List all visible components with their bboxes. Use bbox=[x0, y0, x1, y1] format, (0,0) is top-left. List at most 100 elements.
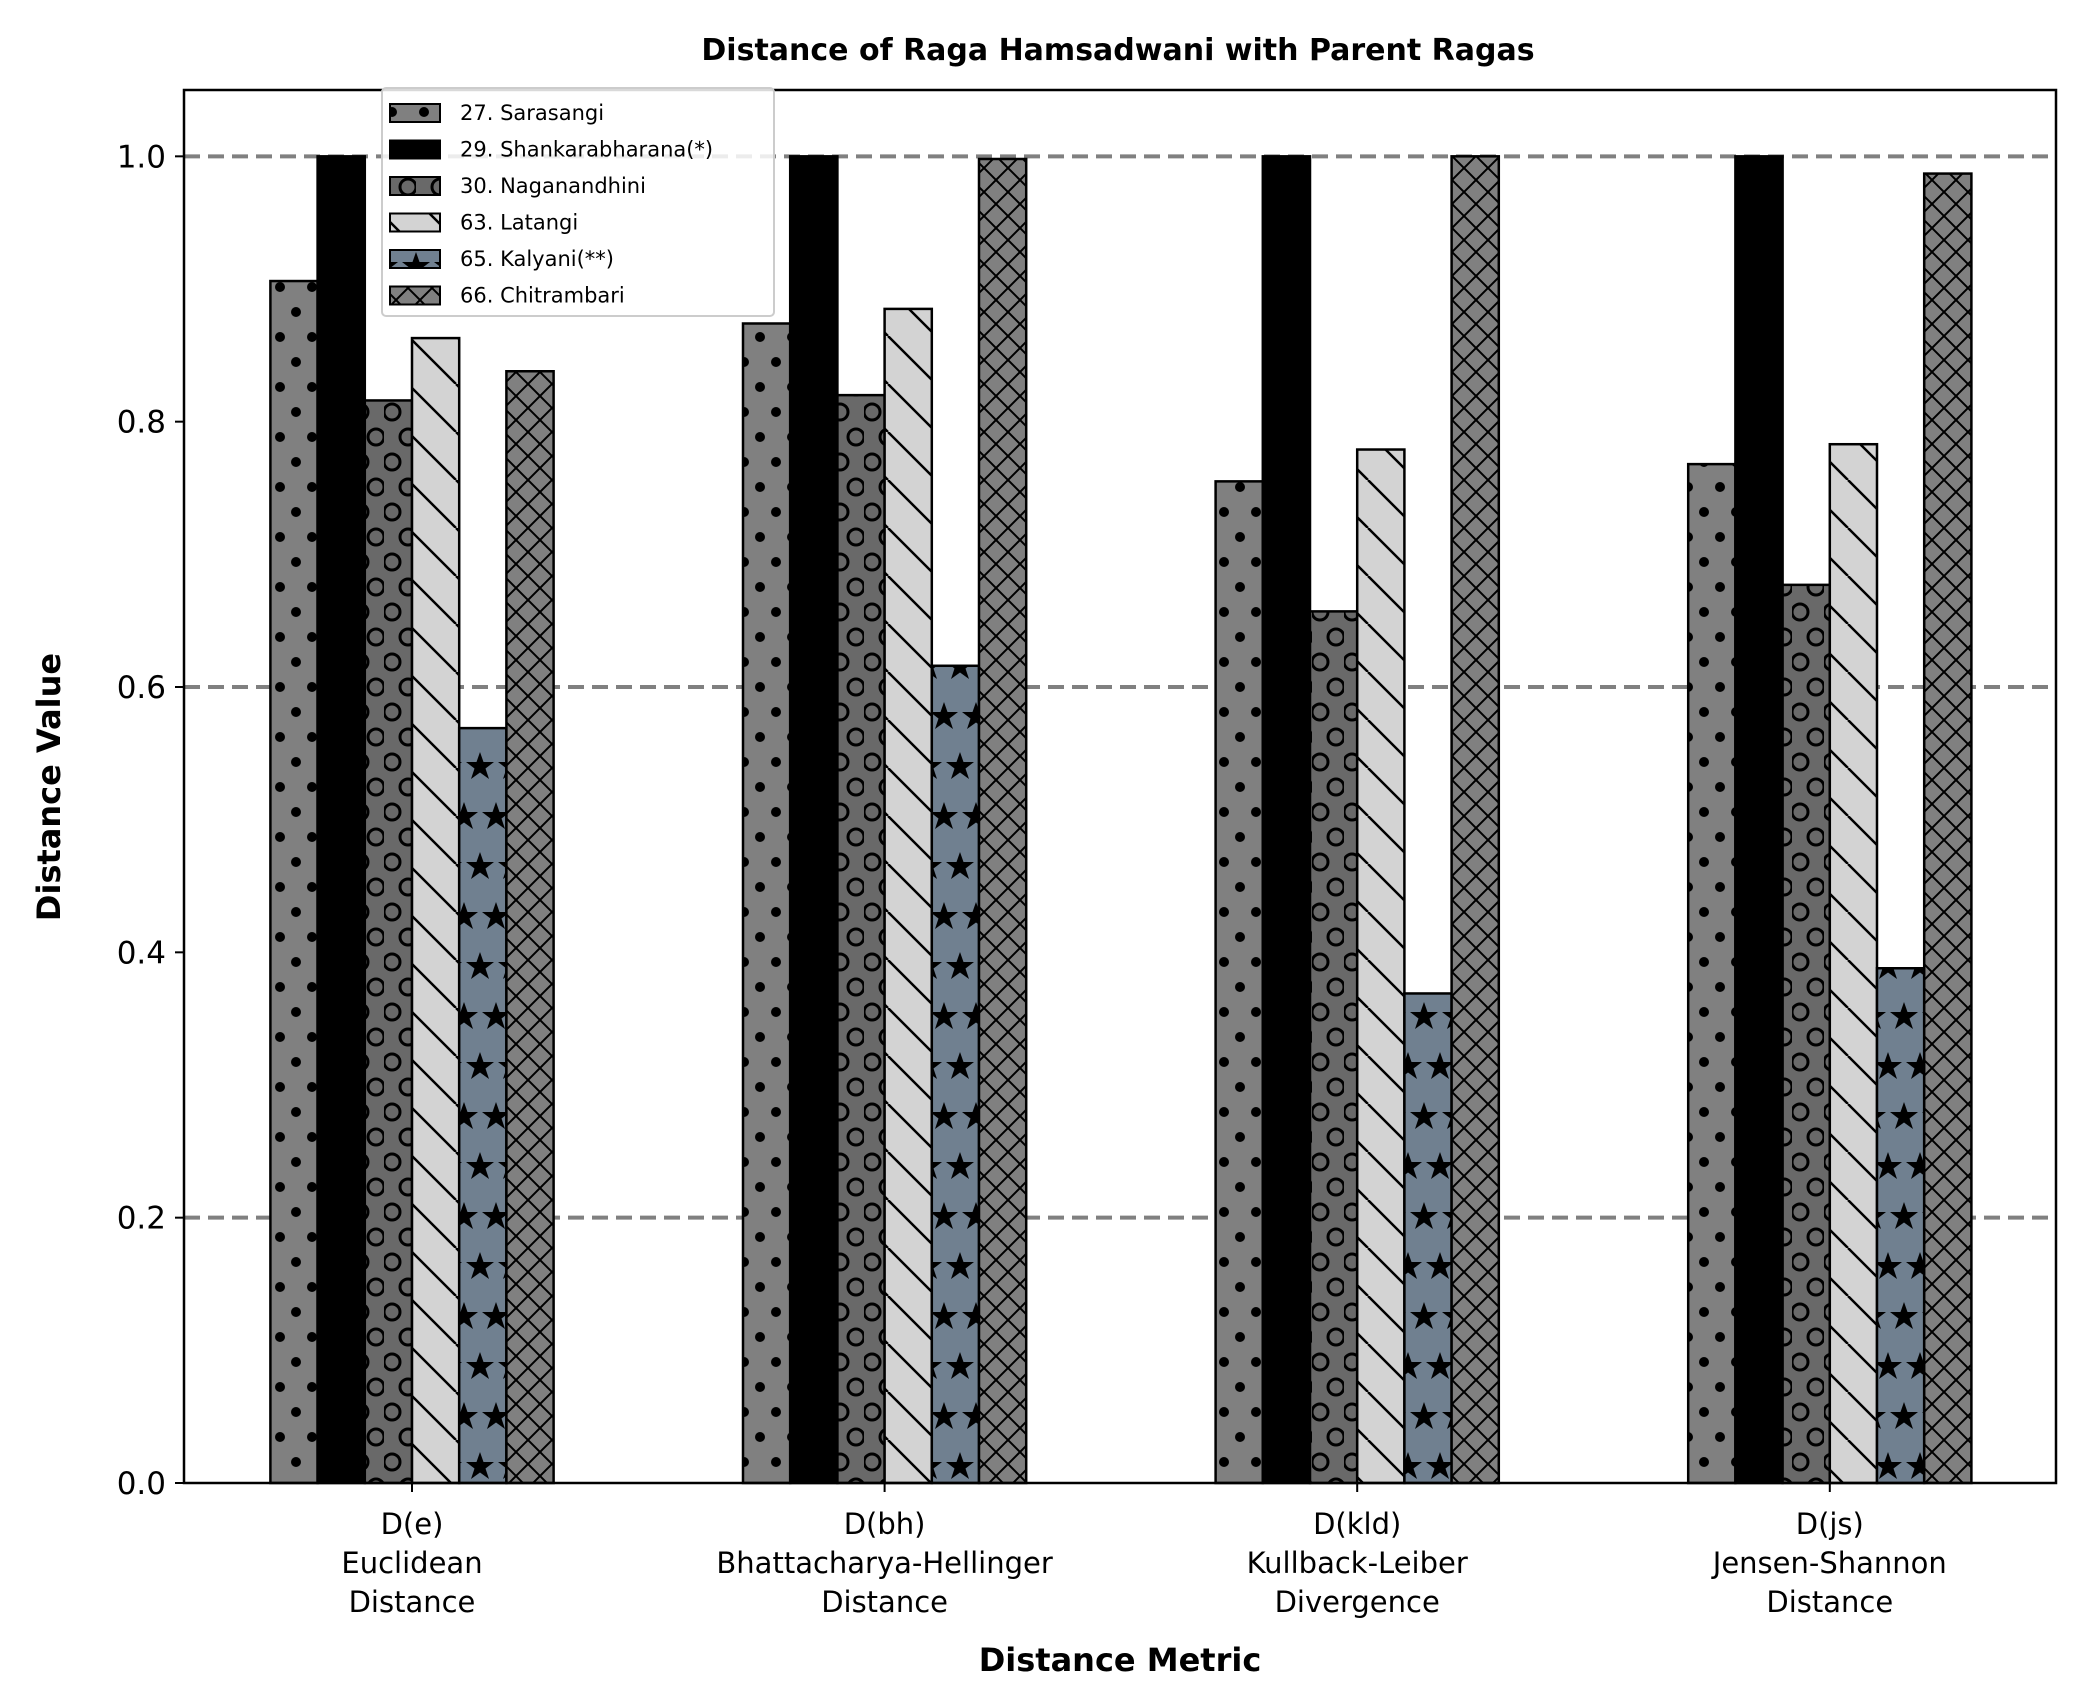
legend-label: 29. Shankarabharana(*) bbox=[460, 138, 713, 162]
x-tick-label: Euclidean bbox=[341, 1546, 482, 1580]
bar bbox=[1922, 172, 1973, 1485]
x-tick-label: Jensen-Shannon bbox=[1711, 1546, 1947, 1580]
y-axis-label: Distance Value bbox=[30, 653, 68, 921]
y-tick-label: 1.0 bbox=[117, 139, 166, 175]
bar-fill bbox=[790, 156, 838, 1483]
x-tick-label: Distance bbox=[349, 1585, 476, 1619]
bar bbox=[1355, 448, 1406, 1485]
bar-hatch bbox=[270, 281, 318, 1483]
legend-swatch-hatch bbox=[390, 213, 440, 232]
legend-label: 66. Chitrambari bbox=[460, 284, 625, 308]
bar-hatch bbox=[1215, 481, 1263, 1483]
bar bbox=[1828, 442, 1879, 1485]
bar-hatch bbox=[1829, 444, 1877, 1484]
bar bbox=[1261, 155, 1312, 1485]
bar-fill bbox=[1262, 156, 1310, 1483]
x-tick-label: Divergence bbox=[1275, 1585, 1440, 1619]
bar bbox=[741, 322, 792, 1485]
x-tick-label: Distance bbox=[821, 1585, 948, 1619]
bar bbox=[930, 664, 981, 1485]
y-tick-label: 0.6 bbox=[117, 670, 166, 706]
bar bbox=[363, 399, 414, 1485]
bar-hatch bbox=[1310, 611, 1358, 1483]
bar bbox=[977, 157, 1028, 1485]
bar bbox=[1308, 610, 1359, 1485]
bar bbox=[1214, 480, 1265, 1485]
legend-item: 63. Latangi bbox=[389, 211, 578, 235]
legend-swatch-outline bbox=[389, 176, 441, 196]
bar-hatch bbox=[931, 665, 979, 1483]
x-axis: D(e) Euclidean Distance D(bh) Bhattacharya-H… bbox=[341, 1483, 1947, 1619]
bar-hatch bbox=[1688, 464, 1736, 1483]
x-tick-label: D(e) bbox=[381, 1507, 444, 1541]
plot-frame bbox=[182, 88, 2058, 1485]
legend-item: 29. Shankarabharana(*) bbox=[389, 138, 713, 162]
legend-item: 65. Kalyani(**) bbox=[389, 247, 614, 271]
legend-label: 30. Naganandhini bbox=[460, 174, 646, 198]
bar bbox=[505, 370, 555, 1485]
bar bbox=[410, 336, 461, 1485]
bar-hatch bbox=[1877, 968, 1925, 1483]
bar bbox=[788, 155, 839, 1485]
x-tick-label: D(kld) bbox=[1313, 1507, 1401, 1541]
bar bbox=[883, 307, 934, 1485]
bar-fill bbox=[317, 156, 365, 1483]
bar-hatch bbox=[1357, 449, 1405, 1484]
y-tick-label: 0.8 bbox=[117, 405, 166, 441]
bar-hatch bbox=[979, 158, 1027, 1483]
x-tick-label: Kullback-Leiber bbox=[1247, 1546, 1468, 1580]
bar-hatch bbox=[1924, 173, 1972, 1484]
legend-label: 65. Kalyani(**) bbox=[460, 247, 614, 271]
bar-hatch bbox=[459, 728, 507, 1483]
y-tick-label: 0.2 bbox=[117, 1201, 166, 1237]
y-axis: 0.0 0.2 0.4 0.6 0.8 1.0 bbox=[117, 139, 184, 1502]
chart-title: Distance of Raga Hamsadwani with Parent … bbox=[701, 33, 1534, 68]
bar-hatch bbox=[1451, 156, 1499, 1483]
legend-swatch-hatch bbox=[390, 104, 440, 122]
bar bbox=[1450, 155, 1501, 1485]
bar bbox=[457, 726, 508, 1485]
bar-hatch bbox=[506, 371, 554, 1484]
bar bbox=[1403, 992, 1453, 1485]
x-tick-label: Bhattacharya-Hellinger bbox=[716, 1546, 1052, 1580]
legend-swatch-outline bbox=[389, 285, 441, 306]
bar bbox=[1734, 155, 1784, 1485]
bar-hatch bbox=[412, 338, 460, 1483]
bar-hatch bbox=[1404, 993, 1452, 1483]
legend-swatch-outline bbox=[389, 139, 441, 160]
legend: 27. Sarasangi 29. Shankarabharana(*) 30. N… bbox=[381, 87, 775, 317]
bar-hatch bbox=[743, 323, 791, 1483]
bar bbox=[1686, 462, 1737, 1485]
bar bbox=[1875, 967, 1926, 1485]
bar-hatch bbox=[884, 308, 932, 1483]
legend-swatch-outline bbox=[389, 103, 441, 123]
legend-swatch-outline bbox=[389, 249, 441, 269]
legend-label: 27. Sarasangi bbox=[460, 101, 604, 125]
legend-item: 66. Chitrambari bbox=[389, 284, 625, 308]
legend-label: 63. Latangi bbox=[460, 211, 578, 235]
legend-swatch-hatch bbox=[390, 250, 440, 268]
legend-swatch-outline bbox=[389, 212, 441, 233]
y-tick-label: 0.4 bbox=[117, 935, 166, 971]
bar bbox=[269, 279, 319, 1485]
x-tick-label: D(bh) bbox=[844, 1507, 926, 1541]
legend-box bbox=[381, 87, 775, 317]
bar-fill bbox=[1735, 156, 1783, 1483]
legend-swatch bbox=[390, 140, 440, 159]
legend-item: 27. Sarasangi bbox=[389, 101, 604, 125]
x-tick-label: Distance bbox=[1766, 1585, 1893, 1619]
bar bbox=[1781, 583, 1832, 1485]
bar-hatch bbox=[364, 400, 412, 1484]
bar-hatch bbox=[1782, 584, 1830, 1483]
legend-item: 30. Naganandhini bbox=[389, 174, 646, 198]
legend-swatch-hatch bbox=[390, 286, 440, 305]
bar-hatch bbox=[837, 395, 885, 1484]
bar bbox=[836, 393, 886, 1485]
x-tick-label: D(js) bbox=[1796, 1507, 1864, 1541]
x-axis-label: Distance Metric bbox=[979, 1641, 1262, 1679]
bars bbox=[269, 155, 1973, 1485]
y-tick-label: 0.0 bbox=[117, 1466, 166, 1502]
legend-swatch-hatch bbox=[390, 177, 440, 195]
bar bbox=[316, 155, 367, 1485]
